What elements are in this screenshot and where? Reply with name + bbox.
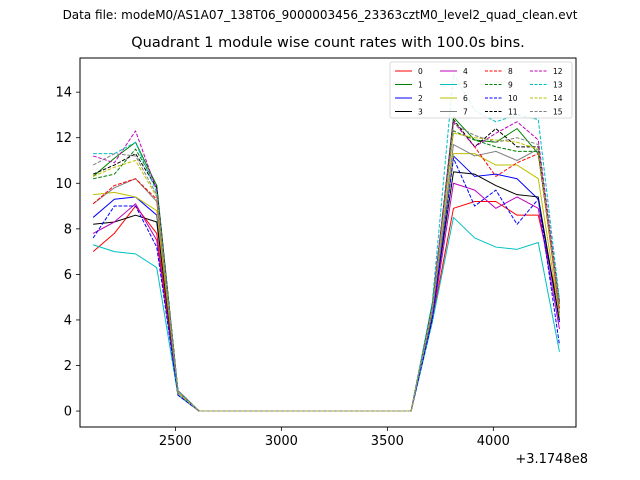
legend-label-8: 8 [508,67,513,76]
x-tick-label: 2500 [159,434,192,449]
legend-label-15: 15 [553,108,563,117]
legend-label-0: 0 [418,67,423,76]
legend-label-1: 1 [418,81,423,90]
legend-label-3: 3 [418,108,423,117]
chart-title: Quadrant 1 module wise count rates with … [131,35,525,51]
legend-label-14: 14 [553,94,563,103]
legend-label-12: 12 [553,67,563,76]
legend-label-4: 4 [463,67,468,76]
axes-frame [79,57,577,428]
series-line-4 [92,182,560,412]
legend-label-5: 5 [463,81,468,90]
series-line-9 [93,130,560,412]
series-line-14 [92,132,560,412]
legend-label-7: 7 [463,108,468,117]
legend-label-2: 2 [418,94,423,103]
data-file-title: Data file: modeM0/AS1A07_138T06_90000034… [62,8,578,22]
legend-label-10: 10 [508,94,518,103]
series-line-10 [92,157,560,412]
x-axis-offset-label: +3.1748e8 [515,452,588,467]
y-tick-label: 6 [64,268,72,283]
series-line-15 [92,123,560,412]
y-tick-label: 14 [55,86,72,101]
x-tick-label: 4000 [477,434,510,449]
y-tick-label: 8 [64,222,72,237]
y-tick-label: 0 [64,405,72,420]
x-tick-label: 3000 [265,434,298,449]
series-group [92,73,560,412]
y-tick-label: 4 [64,313,72,328]
legend-label-11: 11 [508,108,518,117]
legend-label-6: 6 [463,94,468,103]
series-line-5 [92,216,560,412]
legend-frame [389,61,573,119]
legend-label-9: 9 [508,81,513,90]
y-tick-label: 2 [64,359,72,374]
legend-label-13: 13 [553,81,563,90]
y-tick-label: 10 [55,177,72,192]
x-tick-label: 3500 [371,434,404,449]
y-tick-label: 12 [55,131,72,146]
